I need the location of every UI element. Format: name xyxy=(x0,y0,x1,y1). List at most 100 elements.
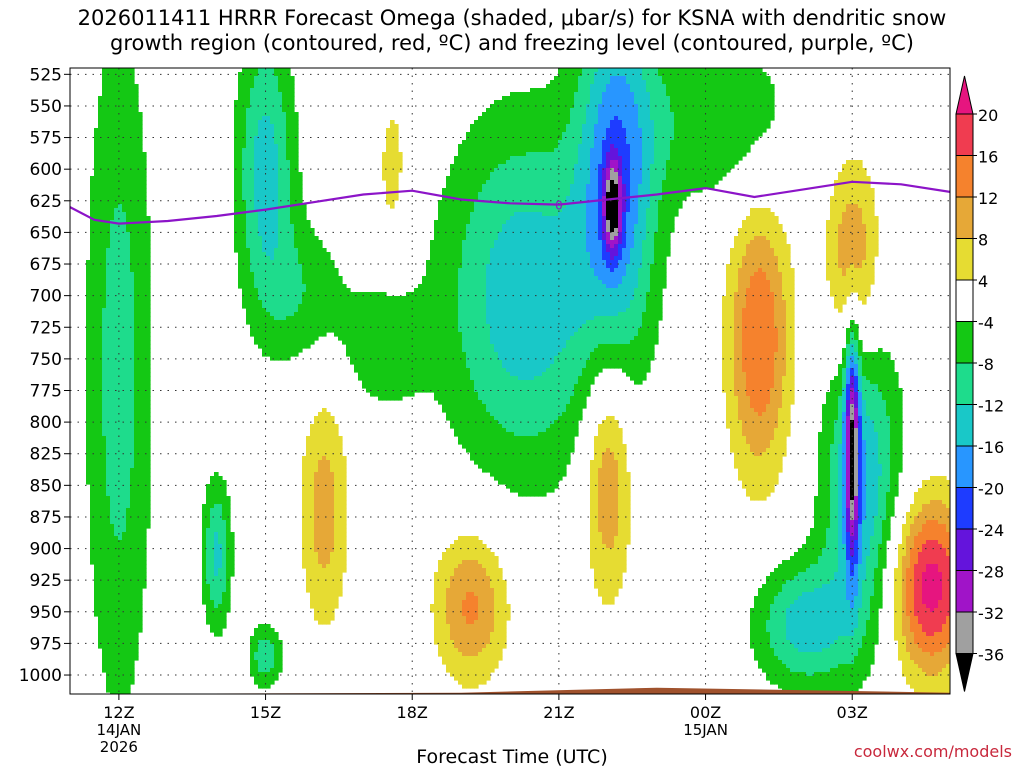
omega-cell xyxy=(542,96,547,101)
omega-cell xyxy=(498,128,503,133)
omega-cell xyxy=(566,80,571,85)
omega-cell xyxy=(486,112,491,117)
omega-cell xyxy=(510,168,515,173)
omega-cell xyxy=(582,124,587,129)
omega-cell xyxy=(514,208,519,213)
omega-cell xyxy=(258,152,263,157)
omega-cell xyxy=(494,172,499,177)
omega-cell xyxy=(662,188,667,193)
omega-cell xyxy=(298,256,303,261)
omega-cell xyxy=(674,184,679,189)
omega-cell xyxy=(466,200,471,205)
omega-cell xyxy=(570,228,575,233)
omega-cell xyxy=(742,72,747,77)
omega-cell xyxy=(526,160,531,165)
omega-cell xyxy=(234,152,239,157)
omega-cell xyxy=(658,232,663,237)
omega-cell xyxy=(494,160,499,165)
omega-cell xyxy=(122,68,127,73)
omega-cell xyxy=(550,116,555,121)
omega-cell xyxy=(566,168,571,173)
omega-cell xyxy=(694,68,699,73)
omega-cell xyxy=(530,112,535,117)
omega-cell xyxy=(870,200,875,205)
omega-cell xyxy=(254,132,259,137)
omega-cell xyxy=(866,204,871,209)
omega-cell xyxy=(570,244,575,249)
omega-cell xyxy=(626,140,631,145)
omega-cell xyxy=(622,116,627,121)
omega-cell xyxy=(474,164,479,169)
omega-cell xyxy=(622,108,627,113)
omega-cell xyxy=(726,84,731,89)
omega-cell xyxy=(130,108,135,113)
omega-cell xyxy=(514,212,519,217)
omega-cell xyxy=(754,68,759,73)
omega-cell xyxy=(458,168,463,173)
omega-cell xyxy=(270,172,275,177)
omega-cell xyxy=(290,168,295,173)
omega-cell xyxy=(138,180,143,185)
omega-cell xyxy=(630,76,635,81)
omega-cell xyxy=(286,92,291,97)
omega-cell xyxy=(558,172,563,177)
omega-cell xyxy=(670,192,675,197)
omega-cell xyxy=(466,152,471,157)
omega-cell xyxy=(518,152,523,157)
omega-cell xyxy=(254,240,259,245)
omega-cell xyxy=(290,104,295,109)
omega-cell xyxy=(102,216,107,221)
omega-cell xyxy=(714,96,719,101)
omega-cell xyxy=(118,124,123,129)
omega-cell xyxy=(610,128,615,133)
omega-cell xyxy=(470,184,475,189)
omega-cell xyxy=(286,172,291,177)
omega-cell xyxy=(754,220,759,225)
omega-cell xyxy=(530,148,535,153)
omega-cell xyxy=(642,164,647,169)
omega-cell xyxy=(542,152,547,157)
omega-cell xyxy=(390,140,395,145)
omega-cell xyxy=(494,208,499,213)
omega-cell xyxy=(598,176,603,181)
omega-cell xyxy=(238,128,243,133)
omega-cell xyxy=(638,80,643,85)
omega-cell xyxy=(246,208,251,213)
omega-cell xyxy=(766,224,771,229)
omega-cell xyxy=(526,180,531,185)
omega-cell xyxy=(666,244,671,249)
omega-cell xyxy=(618,144,623,149)
omega-cell xyxy=(542,196,547,201)
omega-cell xyxy=(486,128,491,133)
omega-cell xyxy=(238,124,243,129)
omega-cell xyxy=(542,124,547,129)
omega-cell xyxy=(294,224,299,229)
omega-cell xyxy=(446,208,451,213)
omega-cell xyxy=(106,228,111,233)
omega-cell xyxy=(582,104,587,109)
omega-cell xyxy=(142,240,147,245)
omega-cell xyxy=(546,156,551,161)
omega-cell xyxy=(694,176,699,181)
omega-cell xyxy=(718,108,723,113)
omega-cell xyxy=(626,236,631,241)
omega-cell xyxy=(534,188,539,193)
omega-cell xyxy=(738,100,743,105)
omega-cell xyxy=(678,200,683,205)
omega-cell xyxy=(498,144,503,149)
omega-cell xyxy=(138,176,143,181)
omega-cell xyxy=(118,132,123,137)
omega-cell xyxy=(614,228,619,233)
omega-cell xyxy=(626,168,631,173)
omega-cell xyxy=(290,144,295,149)
omega-cell xyxy=(674,200,679,205)
omega-cell xyxy=(662,228,667,233)
omega-cell xyxy=(438,212,443,217)
omega-cell xyxy=(558,140,563,145)
omega-cell xyxy=(662,96,667,101)
omega-cell xyxy=(574,88,579,93)
omega-cell xyxy=(662,128,667,133)
omega-cell xyxy=(514,120,519,125)
omega-cell xyxy=(842,248,847,253)
omega-cell xyxy=(750,252,755,257)
